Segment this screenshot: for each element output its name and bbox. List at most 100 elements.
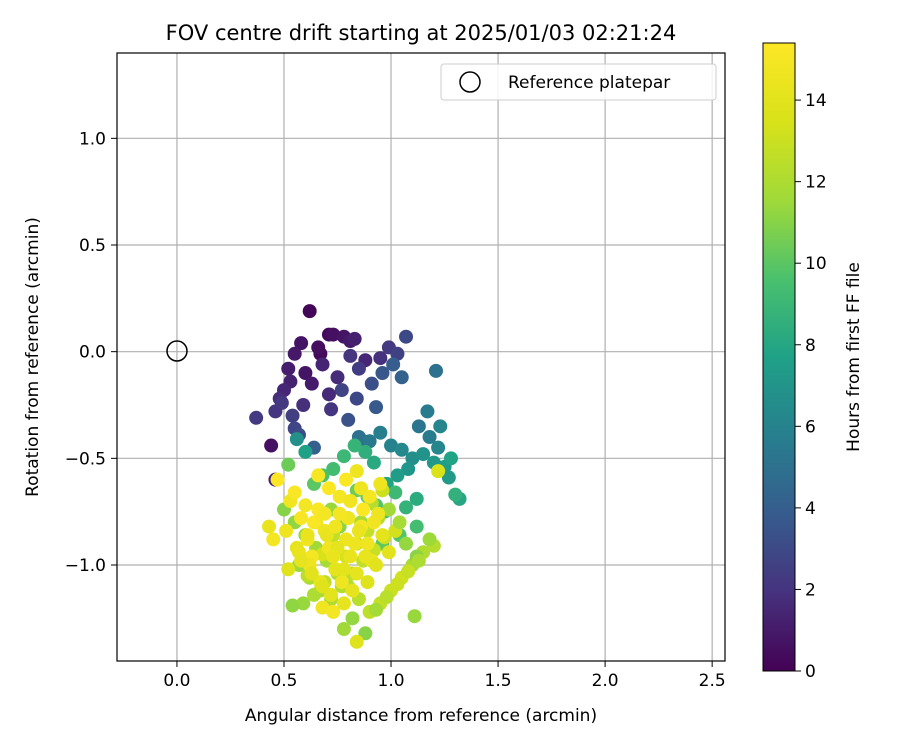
data-point [317, 506, 332, 521]
data-point [298, 444, 313, 459]
data-point [249, 410, 264, 425]
data-point [347, 536, 362, 551]
data-point [330, 370, 345, 385]
colorbar-tick-label: 0 [805, 662, 816, 682]
x-tick-label: 1.0 [378, 671, 405, 691]
data-point [409, 519, 424, 534]
data-point [381, 502, 396, 517]
data-point [336, 596, 351, 611]
data-point [326, 604, 341, 619]
data-point [326, 549, 341, 564]
data-point [392, 515, 407, 530]
data-point [366, 515, 381, 530]
data-point [332, 506, 347, 521]
data-point [422, 430, 437, 444]
data-point [394, 442, 409, 457]
plot-frame [116, 52, 726, 662]
data-point [354, 481, 369, 496]
data-point [304, 376, 319, 391]
data-point [388, 485, 403, 500]
data-point [336, 622, 351, 636]
data-point [351, 361, 366, 376]
data-point [326, 327, 341, 342]
data-point [311, 340, 326, 355]
data-point [274, 395, 289, 410]
data-point [369, 558, 384, 572]
data-point [315, 579, 330, 594]
legend: Reference platepar [440, 63, 717, 101]
data-point [373, 476, 388, 491]
legend-marker-icon [459, 71, 481, 93]
data-point [311, 468, 326, 483]
data-point [326, 462, 341, 476]
data-point [319, 528, 334, 543]
data-point [281, 361, 296, 376]
data-point [349, 566, 364, 581]
data-point [300, 528, 315, 543]
x-axis-ticks: 0.0 0.5 1.0 1.5 2.0 2.5 [163, 661, 726, 691]
data-point [373, 425, 388, 440]
data-point [264, 438, 279, 453]
data-point [266, 532, 281, 547]
data-point [304, 566, 319, 581]
data-point [296, 398, 311, 412]
data-point [332, 489, 347, 504]
data-point [433, 419, 448, 434]
colorbar-tick-label: 2 [805, 580, 816, 600]
data-point [399, 536, 414, 551]
legend-label: Reference platepar [508, 73, 670, 93]
data-point [343, 348, 358, 363]
data-point [360, 536, 375, 551]
data-point [399, 329, 414, 344]
data-point [448, 487, 463, 502]
data-point [270, 472, 285, 487]
data-point [285, 598, 300, 613]
data-point [281, 457, 296, 472]
data-point [369, 400, 384, 415]
data-point [405, 451, 420, 466]
data-points [249, 304, 467, 649]
data-point [279, 523, 294, 538]
x-tick-label: 2.5 [699, 671, 726, 691]
data-point [321, 481, 336, 496]
data-point [341, 412, 356, 427]
x-tick-label: 1.5 [485, 671, 512, 691]
x-axis-label: Angular distance from reference (arcmin) [245, 706, 597, 726]
data-point [315, 357, 330, 372]
colorbar-tick-label: 10 [805, 254, 827, 274]
data-point [336, 562, 351, 577]
y-tick-label: 1.0 [79, 129, 106, 149]
x-tick-label: 0.0 [163, 671, 190, 691]
reference-platepar-marker [166, 340, 188, 362]
data-point [409, 491, 424, 506]
y-tick-label: 0.5 [79, 236, 106, 256]
data-point [306, 515, 321, 530]
data-point [431, 464, 446, 479]
colorbar-tick-label: 8 [805, 336, 816, 356]
data-point [298, 366, 313, 380]
colorbar-label: Hours from first FF file [844, 262, 864, 452]
data-point [287, 346, 302, 361]
data-point [407, 609, 422, 624]
data-point [285, 408, 300, 423]
colorbar: 0 2 4 6 8 10 12 14 Hours from first FF file [762, 42, 864, 682]
data-point [306, 587, 321, 602]
data-point [294, 336, 309, 351]
data-point [381, 545, 396, 560]
data-point [362, 489, 377, 504]
data-point [375, 366, 390, 380]
data-point [298, 498, 313, 513]
y-axis-label: Rotation from reference (arcmin) [23, 217, 43, 497]
x-tick-label: 0.5 [270, 671, 297, 691]
data-point [362, 434, 377, 449]
data-point [364, 376, 379, 391]
data-point [302, 304, 317, 319]
colorbar-gradient [762, 42, 796, 672]
data-point [294, 511, 309, 526]
data-point [349, 634, 364, 649]
data-point [394, 370, 409, 385]
data-point [369, 602, 384, 617]
data-point [334, 575, 349, 590]
data-point [375, 528, 390, 543]
